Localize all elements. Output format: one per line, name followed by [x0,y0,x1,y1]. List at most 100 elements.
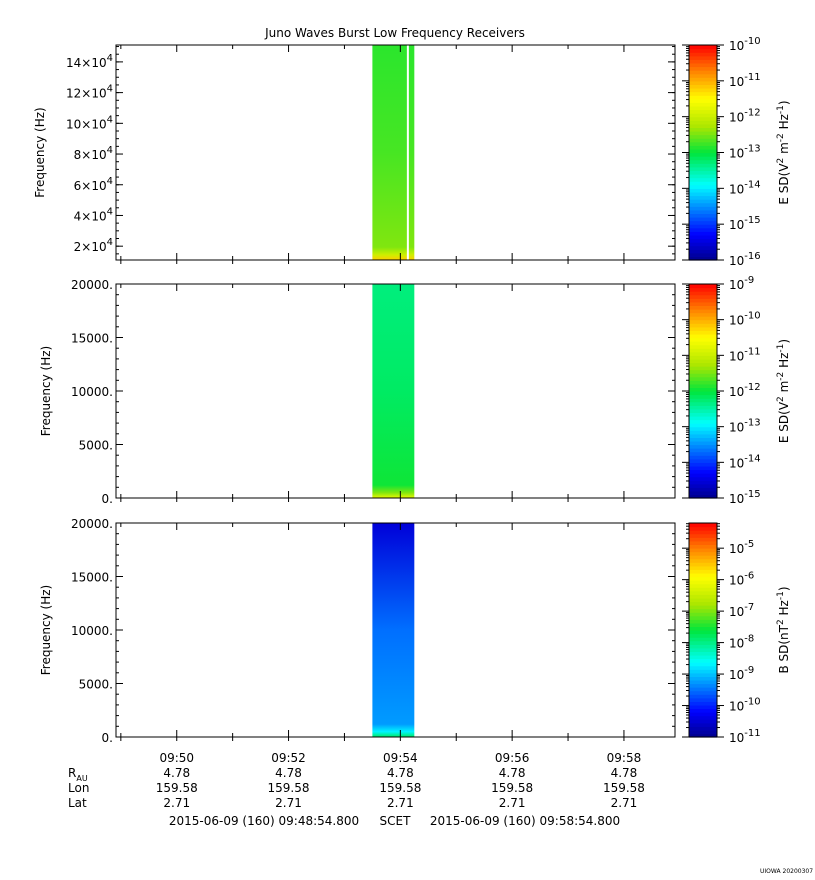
ephemeris-value: 4.78 [163,766,190,780]
colorbar-swatch [689,572,717,578]
colorbar-swatch [689,423,717,428]
y-tick-label: 14×104 [66,53,113,70]
colorbar-swatch [689,551,717,556]
colorbar-tick-label: 10-11 [729,72,761,89]
colorbar-swatch [689,679,717,685]
colorbar-tick-label: 10-13 [729,144,761,161]
colorbar-swatch [689,256,717,261]
colorbar-swatch [689,490,717,496]
colorbar-swatch [689,95,717,100]
colorbar-swatch [689,195,717,200]
colorbar-swatch [689,715,717,720]
colorbar-swatch [689,480,717,485]
colorbar-tick-label: 10-8 [729,634,754,651]
colorbar-swatch [689,113,717,118]
colorbar-swatch [689,98,717,103]
colorbar-swatch [689,476,717,481]
colorbar-swatch [689,605,717,610]
colorbar-swatch [689,301,717,306]
time-tick-label: 09:58 [607,751,642,765]
colorbar-swatch [689,344,717,349]
colorbar-swatch [689,213,717,218]
colorbar-swatch [689,252,717,258]
colorbar-swatch [689,369,717,374]
ephemeris-value: 2.71 [499,796,526,810]
colorbar-swatch [689,601,717,606]
y-tick-label: 20000. [71,517,113,531]
ephemeris-row-label: RAU [68,766,88,783]
colorbar-swatch [689,326,717,331]
colorbar-swatch [689,448,717,453]
colorbar-swatch [689,462,717,467]
colorbar-swatch [689,376,717,381]
colorbar-swatch [689,647,717,652]
time-tick-label: 09:56 [495,751,530,765]
ephemeris-value: 159.58 [156,781,198,795]
ephemeris-value: 159.58 [491,781,533,795]
colorbar-swatch [689,701,717,706]
ephemeris-value: 2.71 [387,796,414,810]
colorbar-swatch [689,373,717,378]
colorbar-swatch [689,469,717,474]
colorbar-3: 10-11 10-10 10-9 10-8 10-7 10-6 10-5 B SD(nT2 H… [682,522,791,745]
colorbar-swatch [689,242,717,247]
colorbar-swatch [689,156,717,161]
colorbar-tick-label: 10-14 [729,453,761,470]
colorbar-swatch [689,383,717,389]
colorbar-swatch [689,231,717,236]
y-axis-label: Frequency (Hz) [39,346,53,437]
y-axis-label: Frequency (Hz) [33,107,47,198]
colorbar-swatch [689,426,717,431]
time-tick-label: 09:52 [271,751,306,765]
ephemeris-value: 159.58 [379,781,421,795]
colorbar-tick-label: 10-7 [729,602,754,619]
colorbar-swatch [689,640,717,645]
y-tick-label: 12×104 [66,84,113,101]
colorbar-swatch [689,55,717,60]
colorbar-swatch [689,690,717,695]
time-frame-label: SCET [380,814,412,828]
colorbar-swatch [689,294,717,299]
colorbar-swatch [689,398,717,403]
colorbar-swatch [689,91,717,96]
colorbar-swatch [689,209,717,215]
spectral-density-block [372,284,415,498]
colorbar-swatch [689,704,717,710]
colorbar-swatch [689,291,717,296]
colorbar-swatch [689,694,717,699]
colorbar-swatch [689,494,717,499]
colorbar-swatch [689,719,717,724]
colorbar-swatch [689,697,717,702]
colorbar-swatch [689,224,717,229]
colorbar-swatch [689,199,717,204]
colorbar-swatch [689,380,717,385]
colorbar-swatch [689,580,717,585]
colorbar-swatch [689,148,717,154]
colorbar-swatch [689,537,717,542]
colorbar-swatch [689,287,717,292]
colorbar-swatch [689,59,717,64]
colorbar-swatch [689,166,717,172]
colorbar-swatch [689,191,717,197]
colorbar-swatch [689,45,717,50]
colorbar-swatch [689,433,717,438]
colorbar-swatch [689,73,717,78]
colorbar-swatch [689,654,717,660]
colorbar-swatch [689,555,717,560]
colorbar-swatch [689,544,717,549]
colorbar-swatch [689,665,717,670]
colorbar-tick-label: 10-15 [729,489,761,506]
colorbar-swatch [689,569,717,574]
colorbar-swatch [689,84,717,89]
colorbar-swatch [689,662,717,667]
colorbar-swatch [689,351,717,356]
colorbar-tick-label: 10-9 [729,665,754,682]
y-tick-label: 10×104 [66,114,113,131]
y-tick-label: 4×104 [74,206,113,223]
colorbar-swatch [689,630,717,635]
colorbar-tick-label: 10-9 [729,275,754,292]
colorbar-swatch [689,540,717,545]
colorbar-tick-label: 10-13 [729,418,761,435]
colorbar-tick-label: 10-11 [729,346,761,363]
colorbar-swatch [689,722,717,727]
